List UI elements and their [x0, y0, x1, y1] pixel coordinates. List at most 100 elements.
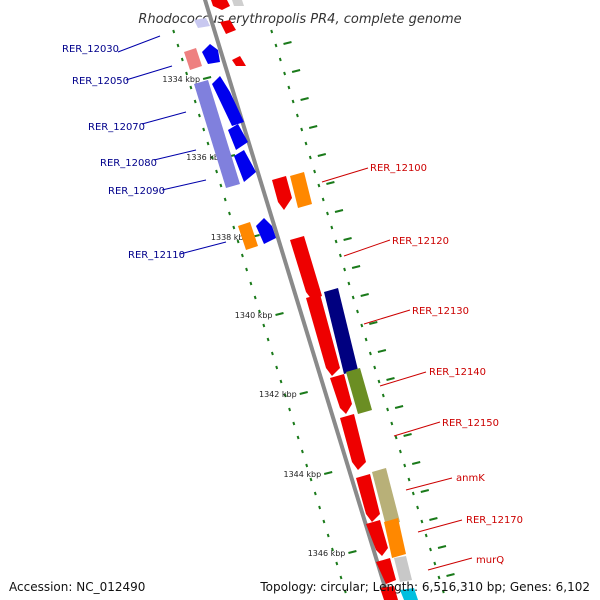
left-gene-labels: RER_12030 RER_12050 RER_12070 RER_12080 … — [62, 35, 227, 261]
scale-dot — [339, 575, 343, 580]
scale-dot — [300, 127, 304, 132]
gene-feature-RER_12170[interactable] — [366, 520, 388, 556]
scale-dot — [441, 589, 445, 594]
scale-dot — [343, 589, 347, 594]
gene-label-RER_12120[interactable]: RER_12120 — [392, 236, 449, 247]
gene-label-RER_12150[interactable]: RER_12150 — [442, 418, 499, 429]
gene-feature-RER_12140-b[interactable] — [346, 368, 372, 414]
genome-summary-text: Topology: circular; Length: 6,516,310 bp… — [260, 580, 590, 594]
gene-feature[interactable] — [232, 56, 246, 66]
backbone — [202, 0, 392, 600]
scale-dot — [360, 323, 364, 328]
gene-feature-murQ[interactable] — [376, 558, 396, 584]
gene-feature-RER_12130-b[interactable] — [324, 288, 358, 374]
label-leader — [125, 65, 173, 81]
gene-label-RER_12030[interactable]: RER_12030 — [62, 44, 119, 55]
label-leader — [321, 167, 369, 183]
scale-track: 1334 kbp 1336 kbp 1338 kbp 1340 kbp 1342 kbp… — [162, 29, 455, 594]
scale-dot — [429, 547, 432, 552]
label-leader — [141, 111, 187, 125]
scale-major-tick — [348, 550, 357, 554]
gene-label-RER_12100[interactable]: RER_12100 — [370, 163, 427, 174]
gene-feature-RER_12130[interactable] — [306, 294, 340, 376]
scale-dot — [318, 505, 322, 510]
scale-tick — [437, 545, 447, 549]
gene-feature-RER_12100[interactable] — [272, 176, 292, 210]
gene-label-RER_12130[interactable]: RER_12130 — [412, 306, 469, 317]
scale-dot — [334, 239, 338, 244]
gene-feature-RER_12070-b[interactable] — [212, 76, 244, 126]
scale-tick — [429, 517, 438, 521]
scale-dot — [398, 449, 402, 454]
gene-feature-RER_12070[interactable] — [194, 80, 240, 188]
scale-dot — [335, 561, 339, 566]
accession-text: Accession: NC_012490 — [9, 580, 146, 594]
gene-feature-anmK[interactable] — [356, 474, 380, 522]
map-title: Rhodococcus erythropolis PR4, complete g… — [138, 12, 461, 27]
gene-label-murQ[interactable]: murQ — [476, 555, 504, 566]
gene-feature-RER_12050-b[interactable] — [202, 44, 220, 64]
gene-label-RER_12050[interactable]: RER_12050 — [72, 76, 129, 87]
scale-tick — [343, 237, 352, 241]
gene-feature-RER_12100-b[interactable] — [290, 172, 312, 208]
scale-dot — [240, 253, 244, 258]
gene-feature[interactable] — [400, 588, 418, 600]
scale-dot — [373, 365, 377, 370]
scale-tick — [351, 265, 361, 269]
scale-tick — [394, 405, 404, 409]
gene-feature[interactable] — [380, 586, 398, 600]
scale-dot — [236, 239, 240, 244]
scale-dot — [278, 57, 282, 62]
scale-dot — [210, 155, 214, 160]
gene-feature-RER_12110[interactable] — [256, 218, 276, 244]
gene-feature-RER_12170-b[interactable] — [384, 518, 406, 558]
scale-dot — [253, 295, 257, 300]
gene-feature[interactable] — [194, 18, 210, 28]
scale-dot — [308, 155, 312, 160]
scale-dot — [249, 281, 253, 286]
gene-label-RER_12070[interactable]: RER_12070 — [88, 122, 145, 133]
label-leader — [405, 477, 453, 491]
scale-dot — [309, 477, 313, 482]
scale-dot — [176, 43, 180, 48]
gene-feature-RER_12090[interactable] — [234, 150, 256, 182]
scale-dot — [279, 379, 283, 384]
gene-label-anmK[interactable]: anmK — [456, 473, 485, 484]
gene-feature-RER_12080[interactable] — [228, 124, 248, 150]
feature-track — [184, 0, 418, 600]
gene-feature-RER_12120[interactable] — [290, 236, 322, 300]
gene-feature-RER_12050[interactable] — [184, 48, 202, 70]
scale-dot — [386, 407, 390, 412]
gene-feature-RER_12150[interactable] — [340, 414, 366, 470]
gene-feature[interactable] — [232, 0, 244, 6]
gene-label-RER_12110[interactable]: RER_12110 — [128, 250, 185, 261]
scale-dot — [287, 85, 291, 90]
label-leader — [343, 239, 391, 257]
gene-label-RER_12170[interactable]: RER_12170 — [466, 515, 523, 526]
scale-dot — [317, 183, 321, 188]
scale-dot — [407, 477, 411, 482]
scale-dot — [433, 561, 437, 566]
scale-dot — [403, 463, 407, 468]
scale-label: 1342 kbp — [259, 390, 297, 399]
gene-feature-RER_12140[interactable] — [330, 374, 352, 414]
gene-feature[interactable] — [211, 0, 230, 10]
scale-label: 1336 kbp — [186, 153, 224, 162]
gene-feature-murQ-b[interactable] — [394, 556, 412, 582]
label-leader — [161, 179, 207, 191]
gene-feature[interactable] — [220, 20, 236, 34]
gene-feature-RER_12110-a[interactable] — [238, 222, 258, 250]
gene-label-RER_12140[interactable]: RER_12140 — [429, 367, 486, 378]
scale-dot — [381, 393, 385, 398]
scale-dot — [356, 309, 359, 314]
scale-dot — [313, 491, 317, 496]
gene-feature-anmK-b[interactable] — [372, 468, 400, 526]
scale-tick — [377, 349, 387, 353]
label-leader — [363, 309, 411, 325]
label-leader — [417, 519, 463, 533]
gene-label-RER_12090[interactable]: RER_12090 — [108, 186, 165, 197]
scale-tick — [308, 125, 318, 129]
gene-label-RER_12080[interactable]: RER_12080 — [100, 158, 157, 169]
scale-tick — [283, 41, 292, 45]
